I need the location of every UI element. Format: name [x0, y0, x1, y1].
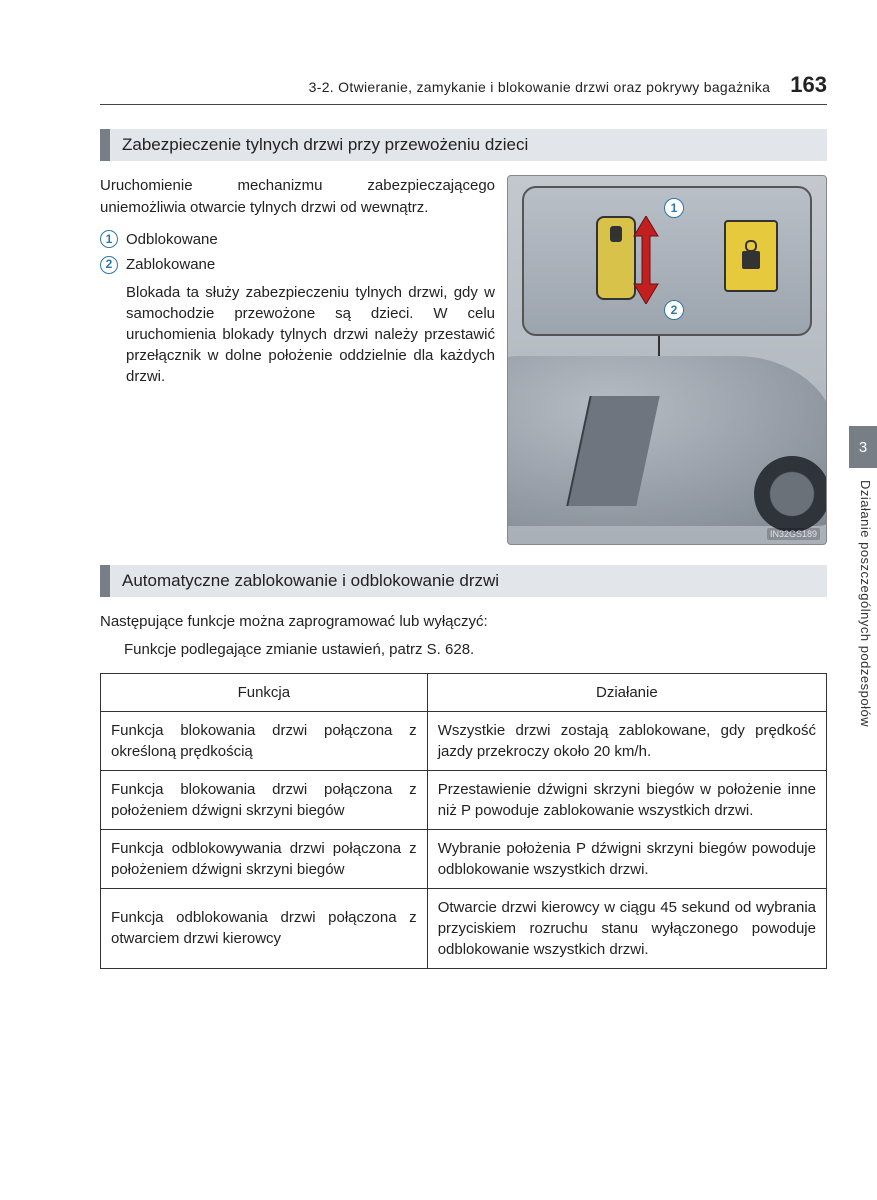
table-cell: Otwarcie drzwi kierowcy w ciągu 45 sekun… — [427, 888, 826, 968]
callout-2: 2 — [664, 300, 684, 320]
warning-sticker-icon — [724, 220, 778, 292]
section-heading-2: Automatyczne zablokowanie i odblokowanie… — [100, 565, 827, 597]
number-badge-1: 1 — [100, 230, 118, 248]
table-row: Funkcja odblokowania drzwi połączona z o… — [101, 888, 827, 968]
functions-table: Funkcja Działanie Funkcja blokowania drz… — [100, 673, 827, 969]
list-item: 1 Odblokowane — [100, 229, 495, 251]
callout-1: 1 — [664, 198, 684, 218]
table-cell: Wszystkie drzwi zostają zablokowane, gdy… — [427, 711, 826, 770]
page-header: 3-2. Otwieranie, zamykanie i blokowanie … — [100, 72, 827, 105]
section2-lead: Następujące funkcje można zaprogramować … — [100, 611, 827, 633]
table-row: Funkcja odblokowywania drzwi połączona z… — [101, 829, 827, 888]
item1-label: Odblokowane — [126, 229, 218, 251]
lock-switch-icon — [596, 216, 636, 300]
figure-code: IN32GS189 — [767, 528, 820, 540]
table-header-fn: Funkcja — [101, 673, 428, 711]
figure-inset: 1 2 — [522, 186, 812, 336]
car-illustration — [507, 356, 827, 526]
child-lock-figure: 1 2 IN32GS189 — [507, 175, 827, 545]
table-row: Funkcja blokowania drzwi połączona z okr… — [101, 711, 827, 770]
open-door-icon — [566, 396, 659, 506]
section-accent — [100, 565, 110, 597]
wheel-icon — [754, 456, 827, 532]
section2-sub: Funkcje podlegające zmianie ustawień, pa… — [100, 639, 827, 661]
table-cell: Funkcja blokowania drzwi połączona z okr… — [101, 711, 428, 770]
item2-label: Zablokowane — [126, 254, 215, 276]
page-number: 163 — [790, 72, 827, 98]
table-cell: Funkcja blokowania drzwi połączona z poł… — [101, 770, 428, 829]
table-cell: Funkcja odblokowania drzwi połączona z o… — [101, 888, 428, 968]
section-title-1: Zabezpieczenie tylnych drzwi przy przewo… — [110, 129, 827, 161]
section1-intro: Uruchomienie mechanizmu zabezpieczająceg… — [100, 175, 495, 219]
section1-note: Blokada ta służy zabezpieczeniu tylnych … — [100, 282, 495, 387]
list-item: 2 Zablokowane — [100, 254, 495, 276]
section-accent — [100, 129, 110, 161]
table-cell: Przestawienie dźwigni skrzyni biegów w p… — [427, 770, 826, 829]
chapter-title: 3-2. Otwieranie, zamykanie i blokowanie … — [100, 79, 790, 95]
chapter-tab: 3 — [849, 426, 877, 468]
table-cell: Wybranie położenia P dźwigni skrzyni bie… — [427, 829, 826, 888]
section-title-2: Automatyczne zablokowanie i odblokowanie… — [110, 565, 827, 597]
chapter-side-label: Działanie poszczególnych podzespołów — [858, 480, 873, 727]
section-heading-1: Zabezpieczenie tylnych drzwi przy przewo… — [100, 129, 827, 161]
number-badge-2: 2 — [100, 256, 118, 274]
table-row: Funkcja blokowania drzwi połączona z poł… — [101, 770, 827, 829]
table-cell: Funkcja odblokowywania drzwi połączona z… — [101, 829, 428, 888]
table-header-act: Działanie — [427, 673, 826, 711]
